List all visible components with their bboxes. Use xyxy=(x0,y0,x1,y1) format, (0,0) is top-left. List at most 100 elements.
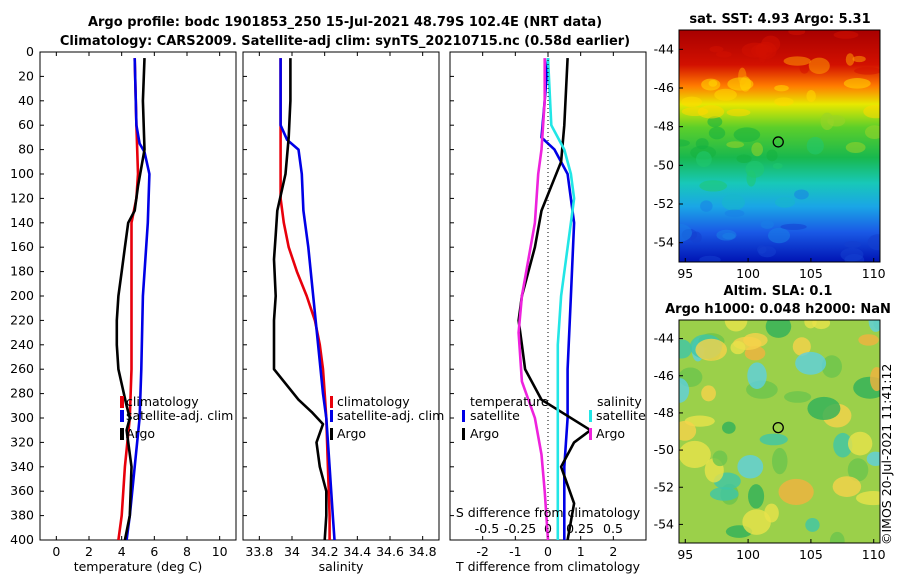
salinity-xlabel: salinity xyxy=(319,559,364,574)
sla-patch xyxy=(730,340,746,355)
depth-tick-label: 300 xyxy=(10,410,34,425)
salinity-plot-frame xyxy=(242,51,440,541)
legend-swatch-satellite-adj xyxy=(330,410,333,422)
sst-patch xyxy=(722,232,736,240)
sst-patch xyxy=(867,234,880,251)
map-y-tick-label: -52 xyxy=(654,479,674,494)
depth-tick-label: 200 xyxy=(10,288,34,303)
series-line-argo xyxy=(272,58,328,541)
sst-patch xyxy=(799,62,810,74)
sla-heatmap xyxy=(679,320,880,543)
sst-patch xyxy=(806,89,816,102)
depth-tick-label: 320 xyxy=(10,434,34,449)
sst-map-frame xyxy=(678,29,881,263)
top-tick-label: -0.25 xyxy=(504,521,536,536)
sla-patch xyxy=(784,391,812,403)
sst-patch xyxy=(727,77,754,91)
legend-label-climatology: climatology xyxy=(126,394,199,409)
x-tick-label: 2 xyxy=(609,544,617,559)
depth-tick-label: 360 xyxy=(10,483,34,498)
sla-patch xyxy=(737,454,764,479)
sst-patch xyxy=(681,96,702,108)
legend-swatch-climatology xyxy=(120,396,124,408)
depth-axis-ticks: 0 20 40 60 80 100 120 140 160 180 200 220 240 260 280 3… xyxy=(10,44,44,547)
sst-patch xyxy=(733,127,761,143)
depth-tick-label: 240 xyxy=(10,337,34,352)
sst-patch xyxy=(708,126,726,140)
sst-patch xyxy=(780,223,807,230)
imos-credit: ©IMOS 20-Jul-2021 11:41:12 xyxy=(879,364,894,545)
sla-axes: 95 100 105 110 -44 -46 -48 -50 -52 -54 xyxy=(654,331,886,562)
depth-tick-label: 340 xyxy=(10,459,34,474)
depth-tick-label: 80 xyxy=(18,142,34,157)
sla-patch xyxy=(748,484,765,509)
x-tick-label: 0 xyxy=(544,544,552,559)
legend-label-climatology: climatology xyxy=(337,394,410,409)
sst-patch xyxy=(845,142,866,153)
sla-patch xyxy=(747,362,767,389)
sla-patch xyxy=(724,320,748,332)
sst-patch xyxy=(726,108,751,117)
x-tick-label: -1 xyxy=(509,544,521,559)
sla-patch xyxy=(679,377,690,403)
top-tick-label: 0.5 xyxy=(603,521,623,536)
depth-tick-label: 380 xyxy=(10,508,34,523)
sla-map-title-line1: Altim. SLA: 0.1 xyxy=(724,284,833,299)
sst-texture xyxy=(679,30,880,262)
sst-patch xyxy=(774,84,789,92)
legend-label-temperature-satellite: satellite xyxy=(470,408,520,423)
legend-swatch-argo xyxy=(330,428,333,440)
legend-swatch-satellite-adj xyxy=(120,410,124,422)
x-tick-label: 8 xyxy=(183,544,191,559)
difference-legend-temperature: temperature satellite Argo xyxy=(462,394,549,441)
sst-patch xyxy=(745,160,765,178)
sst-patch xyxy=(852,55,866,63)
sst-patch xyxy=(714,88,737,101)
legend-label-satellite-adj: satellite-adj. clim xyxy=(126,408,233,423)
sla-patch xyxy=(829,531,845,543)
sla-patch xyxy=(765,320,792,338)
sst-patch xyxy=(707,116,723,128)
sst-patch xyxy=(724,209,745,218)
map-x-tick-label: 105 xyxy=(799,547,823,562)
depth-tick-label: 40 xyxy=(18,93,34,108)
sla-patch xyxy=(709,487,739,501)
legend-label-argo: Argo xyxy=(337,426,366,441)
map-y-tick-label: -50 xyxy=(654,157,674,172)
sst-patch xyxy=(833,30,859,39)
sst-patch xyxy=(697,105,725,119)
top-tick-label: -0.5 xyxy=(475,521,499,536)
depth-tick-label: 60 xyxy=(18,117,34,132)
sla-patch xyxy=(821,355,842,378)
sla-patch xyxy=(847,431,873,456)
sla-patch xyxy=(870,366,880,392)
map-x-tick-label: 95 xyxy=(677,547,693,562)
sst-patch xyxy=(690,231,702,244)
salinity-legend: climatology satellite-adj. clim Argo xyxy=(330,394,444,441)
sst-patch xyxy=(845,53,855,66)
sst-patch xyxy=(772,163,783,170)
temperature-plot-frame xyxy=(39,51,237,541)
sla-patch xyxy=(778,478,814,505)
sst-patch xyxy=(715,51,732,58)
figure-title-line2: Climatology: CARS2009. Satellite-adj cli… xyxy=(60,34,630,49)
sla-patch xyxy=(712,450,728,467)
sst-patch xyxy=(774,197,796,208)
sst-patch xyxy=(760,220,774,229)
depth-tick-label: 20 xyxy=(18,68,34,83)
sst-patch xyxy=(736,154,752,163)
sla-patch xyxy=(866,451,880,467)
map-y-tick-label: -54 xyxy=(654,235,674,250)
profile-lines xyxy=(115,57,592,541)
sst-patch xyxy=(854,67,880,75)
map-y-tick-label: -46 xyxy=(654,80,674,95)
sst-patch xyxy=(721,194,746,211)
sst-axes: 95 100 105 110 -44 -46 -48 -50 -52 -54 xyxy=(654,41,886,281)
sst-patch xyxy=(808,57,830,75)
sla-patch xyxy=(832,476,862,497)
x-tick-label: 4 xyxy=(118,544,126,559)
sst-patch xyxy=(794,189,809,200)
sst-patch xyxy=(756,245,767,254)
sla-patch xyxy=(722,421,736,434)
